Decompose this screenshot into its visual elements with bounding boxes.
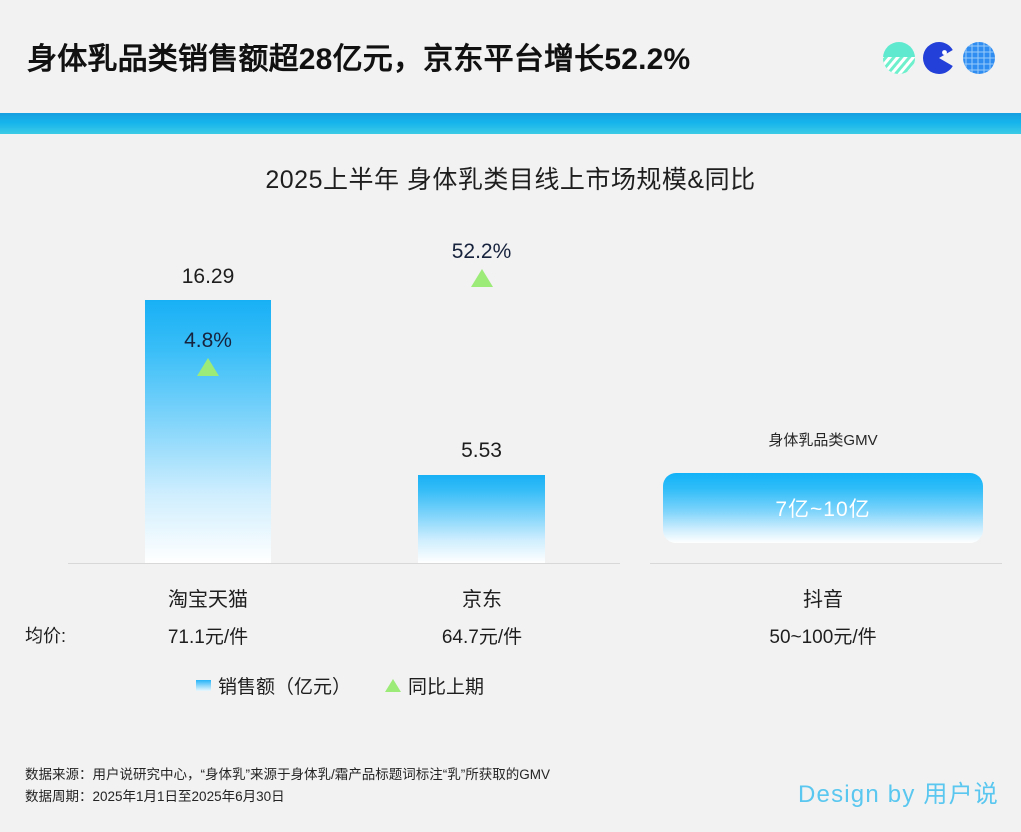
- page-title: 身体乳品类销售额超28亿元，京东平台增长52.2%: [27, 43, 691, 76]
- average-price-douyin: 50~100元/件: [769, 627, 877, 648]
- growth-marker-jd: 52.2%: [418, 240, 545, 288]
- footer-note-period: 数据周期：2025年1月1日至2025年6月30日: [25, 789, 285, 804]
- bar-jd[interactable]: [418, 475, 545, 563]
- footer-brand: Design by 用户说: [798, 781, 999, 808]
- average-price-jd: 64.7元/件: [441, 627, 523, 648]
- axis-baseline-right: [650, 563, 1002, 564]
- chart-legend: 销售额（亿元） 同比上期: [196, 672, 484, 699]
- bar-taobao[interactable]: [145, 300, 271, 563]
- category-label-row: 淘宝天猫 京东 抖音: [0, 583, 1021, 613]
- footer-notes: 数据来源：用户说研究中心，“身体乳”来源于身体乳/霜产品标题词标注“乳”所获取的…: [25, 764, 550, 808]
- triangle-up-icon: [197, 358, 219, 377]
- douyin-gmv-value: 7亿~10亿: [775, 498, 871, 521]
- page-header: 身体乳品类销售额超28亿元，京东平台增长52.2%: [0, 0, 1021, 113]
- category-label-douyin: 抖音: [803, 589, 843, 611]
- grid-circle-icon: [963, 42, 995, 74]
- legend-label-growth: 同比上期: [408, 677, 485, 698]
- axis-baseline-left: [68, 563, 620, 564]
- legend-label-sales: 销售额（亿元）: [218, 677, 352, 698]
- chart-plot-area: 16.29 4.8% 5.53 52.2% 身体乳品类GMV 7亿~10亿 淘宝…: [0, 134, 1021, 738]
- douyin-gmv-pill[interactable]: 7亿~10亿: [663, 473, 983, 543]
- triangle-up-icon: [470, 269, 493, 288]
- average-price-taobao: 71.1元/件: [167, 627, 249, 648]
- average-price-row: 均价: 71.1元/件 64.7元/件 50~100元/件: [0, 622, 1021, 652]
- striped-circle-icon: [883, 42, 915, 74]
- category-label-taobao: 淘宝天猫: [168, 589, 248, 611]
- growth-value-taobao: 4.8%: [184, 329, 232, 352]
- growth-value-jd: 52.2%: [451, 240, 512, 263]
- triangle-up-icon: [385, 679, 402, 692]
- footer-note-source: 数据来源：用户说研究中心，“身体乳”来源于身体乳/霜产品标题词标注“乳”所获取的…: [25, 767, 550, 782]
- douyin-gmv-label: 身体乳品类GMV: [768, 432, 878, 449]
- legend-item-sales[interactable]: 销售额（亿元）: [196, 672, 351, 699]
- brand-logo: [882, 38, 997, 78]
- average-price-label: 均价:: [25, 626, 67, 646]
- category-label-jd: 京东: [462, 589, 502, 611]
- growth-marker-taobao: 4.8%: [145, 329, 271, 377]
- bar-value-jd: 5.53: [461, 439, 502, 462]
- chart-title: 2025上半年 身体乳类目线上市场规模&同比: [265, 166, 756, 194]
- chart-container: 2025上半年 身体乳类目线上市场规模&同比 16.29 4.8% 5.53 5…: [0, 134, 1021, 738]
- accent-stripe: [0, 113, 1021, 134]
- bar-value-taobao: 16.29: [181, 265, 235, 288]
- bar-swatch-icon: [196, 680, 211, 691]
- pacman-circle-icon: [923, 42, 953, 74]
- legend-item-growth[interactable]: 同比上期: [385, 672, 484, 699]
- page-footer: 数据来源：用户说研究中心，“身体乳”来源于身体乳/霜产品标题词标注“乳”所获取的…: [0, 738, 1021, 832]
